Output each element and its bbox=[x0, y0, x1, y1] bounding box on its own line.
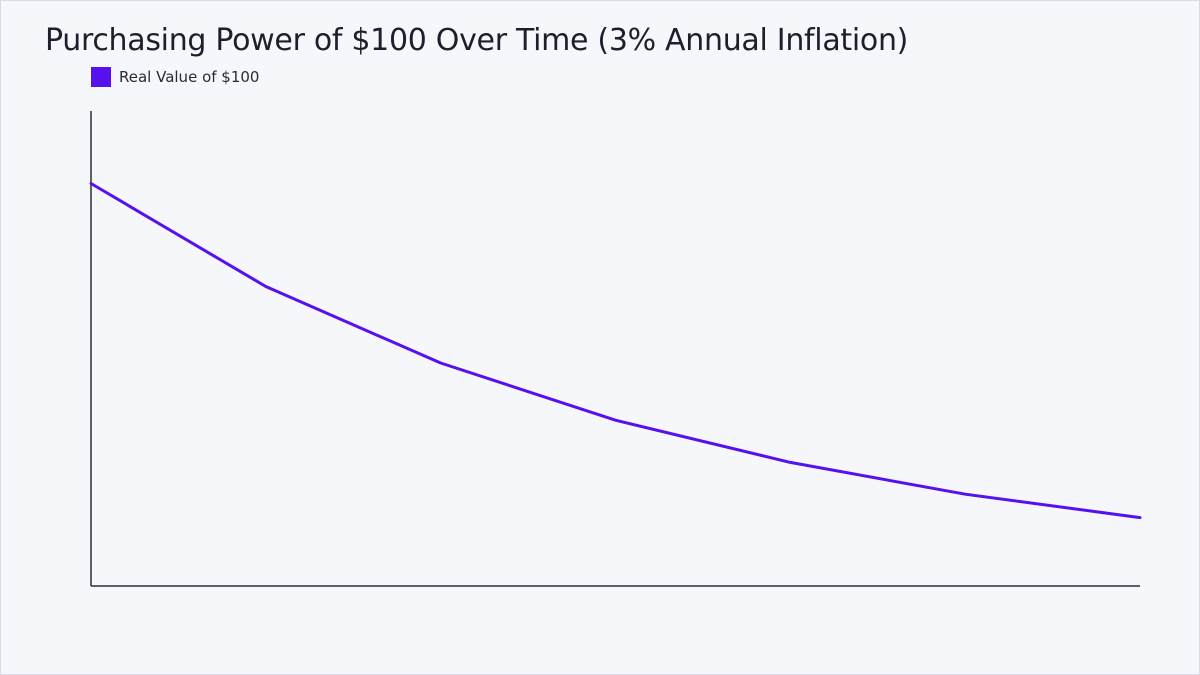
legend: Real Value of $100 bbox=[91, 67, 259, 87]
series-line-0 bbox=[89, 182, 1142, 520]
legend-label: Real Value of $100 bbox=[119, 68, 260, 86]
legend-swatch bbox=[91, 67, 111, 87]
chart-title: Purchasing Power of $100 Over Time (3% A… bbox=[45, 23, 909, 58]
